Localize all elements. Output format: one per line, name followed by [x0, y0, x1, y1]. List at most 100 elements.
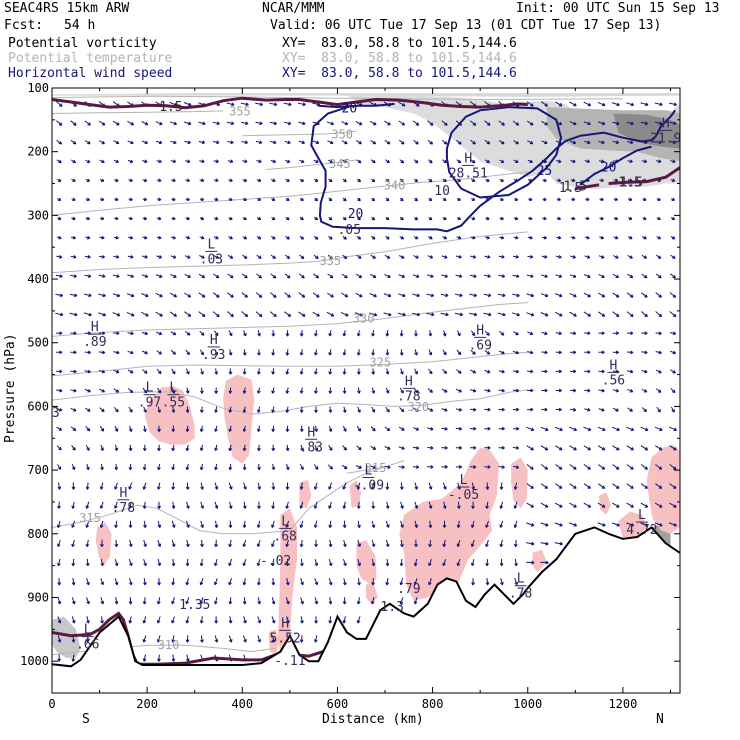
- wind-vector: [271, 235, 276, 240]
- wind-vector: [385, 159, 390, 164]
- wind-vector: [655, 292, 662, 298]
- wind-vector: [199, 197, 205, 202]
- wind-vector: [57, 635, 62, 643]
- wind-vector: [71, 616, 76, 624]
- wind-vector: [385, 368, 390, 375]
- wind-vector: [285, 558, 290, 567]
- wind-vector: [341, 121, 349, 126]
- wind-vector: [129, 578, 133, 586]
- wind-vector: [298, 292, 306, 298]
- wind-vector: [526, 120, 534, 126]
- wind-vector: [271, 330, 276, 337]
- wind-vector: [555, 255, 562, 259]
- wind-vector: [214, 482, 219, 490]
- wind-vector: [114, 197, 119, 202]
- wind-vector: [499, 235, 505, 240]
- wind-vector: [299, 368, 304, 375]
- wind-vector: [299, 406, 304, 413]
- wind-vector: [455, 445, 463, 450]
- wind-vector: [371, 197, 376, 202]
- wind-vector: [214, 197, 219, 202]
- wind-vector: [200, 482, 204, 490]
- wind-vector: [541, 388, 548, 393]
- theta-contour-label: 310: [158, 638, 180, 652]
- wind-vector: [171, 578, 176, 586]
- wind-vector: [285, 444, 290, 452]
- wind-vector: [641, 388, 648, 393]
- wind-vector: [56, 120, 63, 126]
- wind-vector: [598, 408, 605, 412]
- wind-vector: [570, 235, 576, 240]
- wind-vector: [56, 369, 63, 374]
- wind-vector: [554, 426, 563, 432]
- wind-vector: [371, 501, 376, 509]
- wind-vector: [500, 578, 504, 586]
- wind-vector: [584, 255, 591, 259]
- wind-vector: [599, 197, 604, 202]
- wind-vector: [584, 159, 591, 164]
- wind-vector: [141, 293, 149, 298]
- wind-vector: [527, 350, 534, 355]
- wind-vector: [71, 197, 76, 201]
- wind-vector: [314, 197, 319, 202]
- wind-vector: [513, 501, 518, 509]
- wind-vector: [442, 216, 447, 221]
- wind-vector: [156, 235, 162, 240]
- wind-vector: [328, 425, 333, 432]
- wind-vector: [654, 102, 663, 107]
- wind-vector: [171, 539, 176, 548]
- wind-vector: [199, 597, 204, 605]
- wind-vector: [356, 197, 361, 202]
- wind-vector: [126, 311, 135, 317]
- wind-vector: [185, 463, 190, 471]
- wind-vector: [171, 616, 175, 624]
- wind-vector: [157, 406, 161, 413]
- wind-vector: [256, 558, 261, 567]
- wind-vector: [228, 368, 233, 375]
- wind-vector: [213, 254, 220, 259]
- wind-vector: [499, 216, 504, 221]
- wind-vector: [640, 311, 648, 318]
- wind-vector: [114, 444, 119, 452]
- wind-vector: [155, 121, 163, 126]
- wind-vector: [157, 482, 161, 490]
- wind-vector: [399, 407, 405, 413]
- wind-vector: [583, 101, 592, 107]
- wind-vector: [256, 159, 262, 164]
- wind-vector: [526, 445, 534, 451]
- wind-vector: [612, 331, 620, 336]
- wind-vector: [128, 388, 134, 394]
- wind-vector: [157, 444, 161, 452]
- wind-vector: [569, 331, 577, 336]
- y-tick-label: 800: [27, 527, 49, 541]
- wind-vector: [313, 254, 319, 260]
- wind-vector: [99, 520, 104, 528]
- wind-vector: [114, 482, 118, 490]
- extremum-value: .03: [200, 252, 223, 267]
- wind-vector: [171, 197, 176, 202]
- wind-vector: [242, 159, 248, 164]
- wind-vector: [327, 159, 334, 163]
- wind-vector: [513, 235, 519, 240]
- wind-vector: [484, 330, 490, 336]
- wind-vector: [370, 235, 376, 240]
- wind-vector: [371, 406, 376, 413]
- wind-vector: [213, 273, 220, 279]
- wind-vector: [313, 273, 320, 279]
- wind-vector: [513, 520, 518, 528]
- wind-vector: [569, 445, 577, 451]
- wind-vector: [71, 578, 76, 586]
- wind-vector: [112, 274, 120, 278]
- wind-vector: [469, 426, 477, 431]
- wind-vector: [70, 274, 77, 278]
- wind-vector: [241, 311, 249, 318]
- wind-vector: [512, 426, 520, 431]
- extremum-value: .78: [397, 389, 420, 404]
- wind-vector: [328, 330, 332, 337]
- pv-contour-label: 1.5: [564, 180, 587, 195]
- wind-vector: [285, 520, 290, 528]
- extremum-value: 5.52: [269, 631, 300, 646]
- field-value-label: .79: [397, 582, 420, 597]
- wind-vector: [498, 388, 505, 393]
- wind-vector: [554, 502, 563, 508]
